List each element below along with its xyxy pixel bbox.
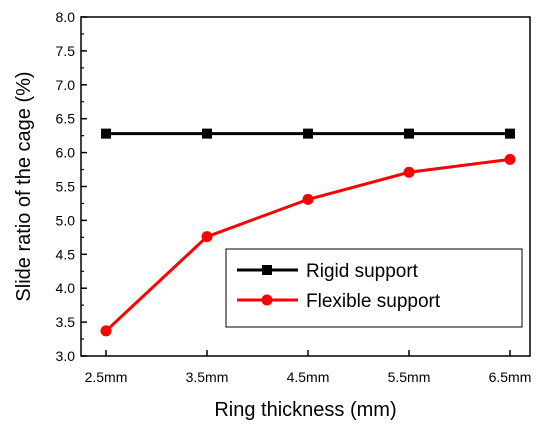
y-tick-label: 7.5 [56, 43, 76, 59]
legend: Rigid support Flexible support [225, 248, 523, 328]
legend-item: Flexible support [237, 291, 441, 312]
series-flexible-support [100, 153, 516, 337]
y-axis: 3.0 3.5 4.0 4.5 5.0 5.5 6.0 6.5 7.0 7.5 8.0 [56, 9, 87, 364]
data-point [505, 128, 515, 139]
legend-marker [261, 294, 273, 306]
series-layer [100, 128, 516, 337]
y-axis-title: Slide ratio of the cage (%) [13, 71, 35, 301]
data-point [202, 128, 212, 139]
x-axis-title: Ring thickness (mm) [214, 399, 396, 421]
data-point [403, 166, 415, 178]
x-tick-label: 5.5mm [388, 369, 431, 385]
data-point [201, 231, 213, 243]
y-tick-label: 6.5 [56, 111, 76, 127]
x-tick-label: 6.5mm [489, 369, 532, 385]
y-tick-label: 7.0 [56, 77, 76, 93]
legend-box [225, 248, 523, 328]
x-tick-label: 3.5mm [186, 369, 229, 385]
y-tick-label: 5.0 [56, 212, 76, 228]
data-point [404, 128, 414, 139]
legend-marker [262, 265, 272, 275]
data-point [504, 153, 516, 165]
y-tick-label: 5.5 [56, 179, 76, 195]
data-point [302, 193, 314, 205]
data-point [303, 128, 313, 139]
y-tick-label: 3.5 [56, 314, 76, 330]
legend-label: Rigid support [306, 261, 419, 282]
series-rigid-support [101, 128, 515, 139]
y-tick-label: 3.0 [56, 348, 76, 364]
y-tick-label: 6.0 [56, 145, 76, 161]
y-tick-label: 8.0 [56, 9, 76, 25]
data-point [100, 325, 112, 337]
x-axis: 2.5mm 3.5mm 4.5mm 5.5mm 6.5mm [85, 350, 532, 385]
data-point [101, 128, 111, 139]
x-tick-label: 2.5mm [85, 369, 128, 385]
legend-label: Flexible support [306, 291, 441, 312]
legend-item: Rigid support [237, 261, 419, 282]
x-tick-label: 4.5mm [287, 369, 330, 385]
y-tick-label: 4.5 [56, 246, 76, 262]
y-tick-label: 4.0 [56, 280, 76, 296]
